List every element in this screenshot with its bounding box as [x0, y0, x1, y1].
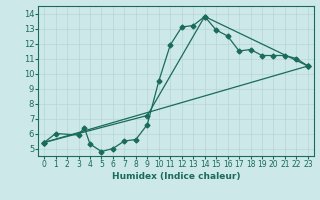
X-axis label: Humidex (Indice chaleur): Humidex (Indice chaleur)	[112, 172, 240, 181]
